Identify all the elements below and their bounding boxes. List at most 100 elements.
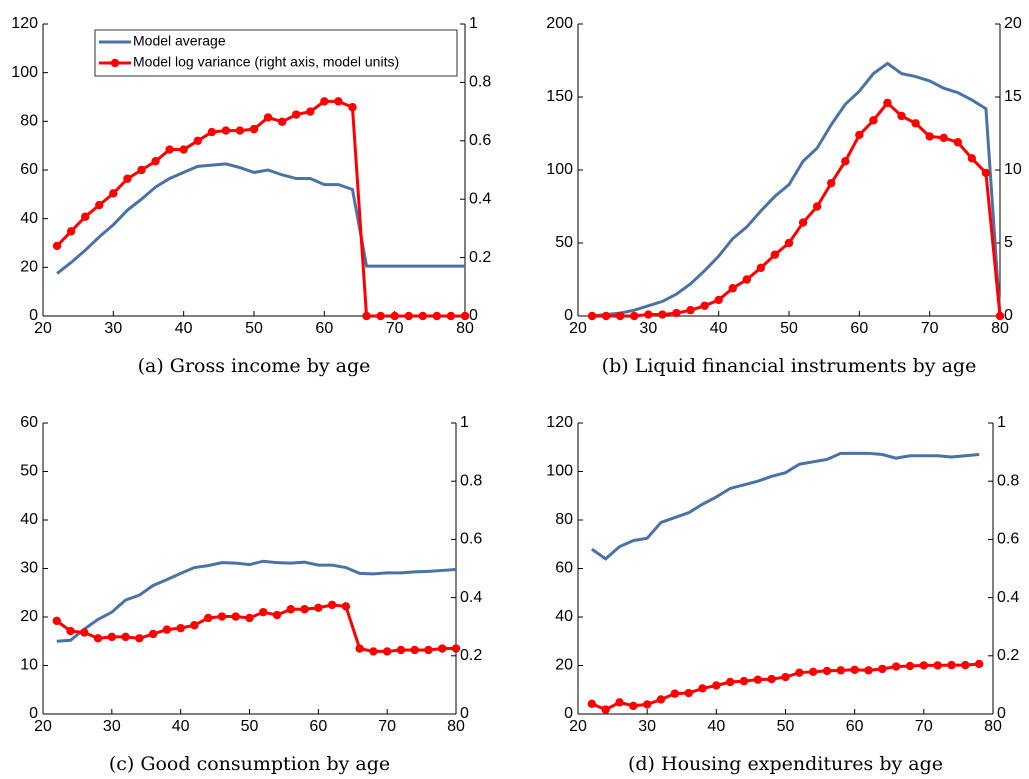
point — [891, 662, 901, 671]
point — [396, 645, 406, 655]
point — [348, 103, 357, 112]
y2-tick-label: 0 — [460, 705, 469, 722]
point — [314, 603, 323, 612]
y2-tick-label: 0.6 — [460, 531, 482, 548]
point — [822, 666, 832, 676]
x-tick-label: 50 — [777, 718, 795, 735]
y-tick-label: 40 — [555, 608, 573, 625]
point — [109, 189, 118, 198]
point — [327, 600, 337, 610]
point — [836, 666, 846, 675]
point — [855, 130, 864, 140]
series-line — [56, 559, 457, 643]
y-tick-label: 20 — [20, 259, 38, 276]
point — [123, 174, 132, 183]
caption: (d) Housing expenditures by age — [628, 753, 943, 775]
point — [451, 644, 461, 653]
point — [850, 665, 859, 674]
x-tick-label: 40 — [707, 718, 725, 735]
point — [286, 605, 295, 614]
x-tick-label: 30 — [639, 320, 657, 337]
point — [629, 701, 638, 711]
y-tick-label: 100 — [546, 463, 573, 480]
x-tick-label: 70 — [921, 320, 939, 337]
point — [460, 311, 470, 321]
point — [135, 634, 144, 643]
x-tick-label: 70 — [915, 718, 933, 735]
x-tick-label: 20 — [569, 320, 587, 337]
caption: (b) Liquid financial instruments by age — [602, 355, 977, 377]
y-tick-label: 40 — [20, 511, 38, 528]
y2-tick-label: 10 — [1004, 161, 1022, 178]
point — [770, 250, 780, 259]
point — [919, 661, 929, 670]
point — [272, 610, 282, 620]
series-line — [592, 100, 1002, 318]
y2-tick-label: 0.6 — [997, 531, 1019, 548]
y2-tick-label: 0 — [1004, 307, 1013, 324]
y-tick-label: 10 — [20, 657, 38, 674]
point — [781, 672, 790, 682]
y2-tick-label: 0.2 — [997, 647, 1019, 664]
y-tick-label: 80 — [555, 511, 573, 528]
y2-tick-label: 0.6 — [469, 132, 491, 149]
y-tick-label: 100 — [11, 64, 38, 81]
legend-label: Model average — [133, 33, 226, 49]
point — [52, 616, 61, 626]
point — [795, 668, 804, 677]
y2-tick-label: 0.4 — [997, 589, 1019, 606]
point — [165, 145, 174, 154]
x-tick-label: 30 — [103, 718, 121, 735]
y-tick-label: 20 — [555, 657, 573, 674]
y2-tick-label: 0 — [469, 307, 478, 324]
point — [905, 661, 915, 671]
point — [221, 126, 231, 135]
point — [728, 284, 737, 293]
point — [967, 154, 977, 163]
series-line — [591, 61, 1002, 318]
point — [698, 684, 707, 693]
y-tick-label: 0 — [29, 307, 38, 324]
y2-tick-label: 1 — [460, 414, 469, 431]
point — [231, 612, 240, 621]
point — [190, 621, 199, 630]
point — [107, 632, 117, 642]
point — [277, 117, 287, 127]
point — [235, 126, 245, 135]
y2-tick-label: 0 — [997, 705, 1006, 722]
series-line — [590, 451, 980, 561]
point — [883, 98, 892, 108]
point — [601, 311, 611, 321]
point — [864, 666, 873, 675]
point — [148, 629, 158, 639]
point — [137, 165, 146, 175]
point — [670, 689, 680, 698]
legend-marker — [110, 58, 120, 68]
point — [897, 111, 906, 121]
point — [404, 311, 413, 321]
point — [418, 311, 427, 321]
point — [981, 168, 991, 178]
point — [204, 613, 213, 623]
point — [739, 676, 749, 686]
point — [66, 626, 75, 636]
x-tick-label: 80 — [447, 718, 465, 735]
point — [616, 311, 625, 321]
series-line — [55, 603, 456, 653]
y-tick-label: 30 — [20, 560, 38, 577]
y-tick-label: 40 — [20, 210, 38, 227]
x-tick-label: 40 — [172, 718, 190, 735]
y-tick-label: 0 — [564, 705, 573, 722]
y2-tick-label: 0.4 — [469, 190, 491, 207]
y2-tick-label: 0.2 — [460, 647, 482, 664]
point — [263, 113, 273, 122]
point — [953, 138, 962, 147]
point — [355, 644, 364, 653]
y2-tick-label: 0.8 — [469, 74, 491, 91]
point — [587, 311, 597, 321]
point — [52, 241, 62, 251]
x-tick-label: 20 — [34, 718, 52, 735]
point — [259, 607, 268, 617]
point — [587, 699, 597, 709]
